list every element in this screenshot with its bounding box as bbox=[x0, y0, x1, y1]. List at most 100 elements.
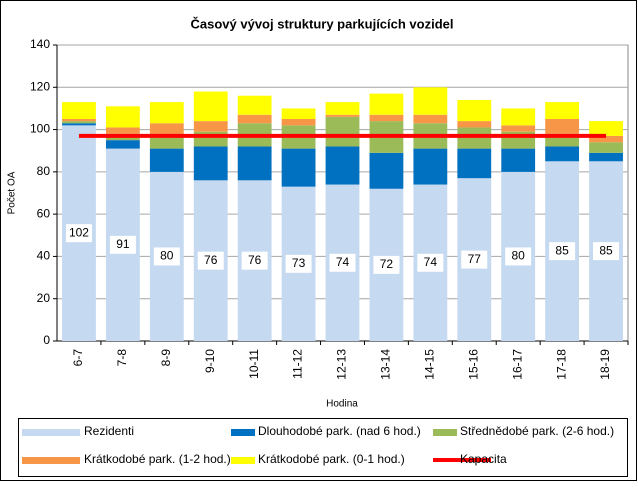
legend-box bbox=[18, 418, 628, 477]
data-label: 91 bbox=[116, 237, 130, 251]
bar-segment bbox=[193, 121, 228, 132]
data-label: 72 bbox=[380, 257, 394, 271]
legend-swatch bbox=[22, 457, 80, 464]
bar-segment bbox=[545, 119, 580, 134]
x-tick-label: 14-15 bbox=[423, 349, 437, 380]
chart-title: Časový vývoj struktury parkujících vozid… bbox=[191, 16, 454, 31]
data-label: 85 bbox=[599, 243, 613, 257]
bar-segment bbox=[237, 114, 272, 124]
bar-segment bbox=[413, 87, 448, 115]
bar-segment bbox=[413, 148, 448, 185]
bar-segment bbox=[325, 146, 360, 185]
bar-segment bbox=[62, 121, 96, 124]
bar-segment bbox=[457, 121, 492, 128]
x-tick-label: 11-12 bbox=[291, 349, 305, 379]
legend-swatch bbox=[22, 429, 80, 436]
bar-segment bbox=[281, 119, 316, 126]
x-tick-label: 12-13 bbox=[335, 349, 349, 380]
x-tick-label: 16-17 bbox=[510, 349, 524, 380]
bar-segment bbox=[501, 148, 536, 172]
data-label-bg bbox=[505, 247, 532, 266]
bar-segment bbox=[501, 125, 536, 132]
x-tick-label: 9-10 bbox=[203, 349, 217, 373]
data-label-bg bbox=[329, 253, 356, 272]
bar-segment bbox=[281, 148, 316, 187]
bar-segment bbox=[105, 106, 140, 128]
data-label: 73 bbox=[292, 256, 306, 270]
bar-segment bbox=[149, 135, 184, 149]
legend-label: Střednědobé park. (2-6 hod.) bbox=[460, 424, 614, 438]
x-tick-label: 15-16 bbox=[466, 349, 480, 380]
legend-swatch bbox=[433, 429, 457, 436]
bar-segment bbox=[413, 114, 448, 124]
data-label-bg bbox=[197, 251, 224, 270]
data-label: 74 bbox=[424, 255, 438, 269]
x-tick-label: 6-7 bbox=[71, 349, 85, 367]
legend-swatch bbox=[231, 429, 255, 436]
y-tick-label: 80 bbox=[37, 164, 51, 178]
y-tick-label: 40 bbox=[37, 249, 51, 263]
bar-segment bbox=[369, 152, 404, 189]
data-label: 76 bbox=[248, 253, 262, 267]
data-label-bg bbox=[593, 242, 620, 261]
bar-segment bbox=[457, 127, 492, 149]
legend-label: Kapacita bbox=[460, 452, 507, 466]
data-label-bg bbox=[153, 247, 180, 266]
bar-segment bbox=[193, 131, 228, 147]
data-label-bg bbox=[417, 253, 444, 272]
bar-segment bbox=[501, 108, 536, 126]
data-label-bg bbox=[65, 224, 92, 243]
bar-segment bbox=[589, 142, 623, 153]
bar-segment bbox=[149, 123, 184, 136]
data-label: 76 bbox=[204, 253, 218, 267]
data-label-bg bbox=[549, 242, 576, 261]
legend-label: Krátkodobé park. (1-2 hod.) bbox=[84, 452, 231, 466]
bar-segment bbox=[589, 135, 623, 143]
bar-segment bbox=[457, 99, 492, 122]
bar-segment bbox=[281, 108, 316, 119]
bar-segment bbox=[589, 152, 623, 162]
bar-segment bbox=[325, 114, 360, 117]
y-tick-label: 120 bbox=[30, 79, 50, 93]
data-label: 85 bbox=[555, 243, 569, 257]
data-label-bg bbox=[461, 250, 488, 269]
data-label: 80 bbox=[512, 249, 526, 263]
x-tick-label: 13-14 bbox=[379, 349, 393, 380]
data-label-bg bbox=[109, 235, 136, 254]
bar-segment bbox=[237, 95, 272, 115]
x-tick-label: 8-9 bbox=[159, 349, 173, 367]
bar-segment bbox=[325, 116, 360, 147]
bar-segment bbox=[62, 123, 96, 126]
bar-segment bbox=[369, 114, 404, 122]
bar-segment bbox=[105, 127, 140, 134]
data-label: 74 bbox=[336, 255, 350, 269]
bar-segment bbox=[545, 146, 580, 162]
bar-segment bbox=[105, 140, 140, 149]
data-label: 77 bbox=[468, 252, 482, 266]
data-label: 102 bbox=[69, 225, 89, 239]
legend-label: Rezidenti bbox=[84, 424, 134, 438]
y-tick-label: 60 bbox=[37, 206, 51, 220]
bar-segment bbox=[545, 102, 580, 119]
y-tick-label: 100 bbox=[30, 122, 50, 136]
legend-label: Dlouhodobé park. (nad 6 hod.) bbox=[258, 424, 421, 438]
bar-segment bbox=[237, 146, 272, 181]
legend-label: Krátkodobé park. (0-1 hod.) bbox=[258, 452, 405, 466]
x-tick-label: 10-11 bbox=[247, 349, 261, 379]
bar-segment bbox=[369, 93, 404, 115]
bar-segment bbox=[193, 91, 228, 122]
data-label: 80 bbox=[160, 249, 174, 263]
bar-segment bbox=[457, 148, 492, 179]
y-tick-label: 0 bbox=[43, 333, 50, 347]
bar-segment bbox=[62, 119, 96, 122]
bar-segment bbox=[149, 102, 184, 124]
y-tick-label: 20 bbox=[37, 291, 51, 305]
bar-segment bbox=[589, 121, 623, 136]
x-tick-label: 7-8 bbox=[115, 349, 129, 367]
x-tick-label: 17-18 bbox=[554, 349, 568, 380]
x-axis-label: Hodina bbox=[326, 399, 358, 410]
data-label-bg bbox=[373, 255, 400, 274]
bar-segment bbox=[62, 102, 96, 119]
data-label-bg bbox=[285, 254, 312, 273]
